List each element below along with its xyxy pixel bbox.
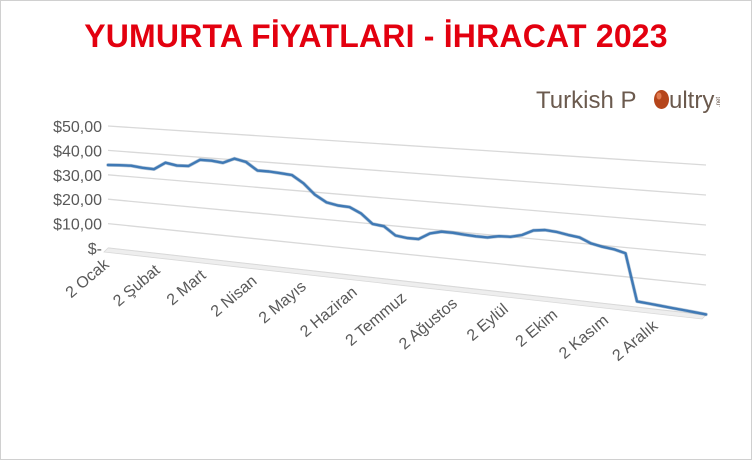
- x-tick-label: 2 Mayıs: [256, 278, 310, 327]
- gridline-0: [107, 125, 707, 166]
- x-tick-label: 2 Kasım: [556, 312, 612, 363]
- x-tick-label: 2 Aralık: [609, 317, 662, 365]
- y-tick-label: $50,00: [53, 119, 102, 136]
- logo-suffix: .net: [716, 97, 722, 107]
- x-tick-label: 2 Nisan: [208, 273, 260, 321]
- x-tick-label: 2 Ocak: [63, 255, 114, 301]
- gridline-2: [107, 174, 707, 226]
- y-tick-label: $20,00: [53, 192, 102, 209]
- gridline-3: [107, 198, 707, 256]
- turkish-poultry-logo: Turkish P ultry .net: [536, 87, 722, 114]
- y-tick-label: $40,00: [53, 143, 102, 160]
- logo-text-part2: ultry: [669, 87, 714, 114]
- chart-title: YUMURTA FİYATLARI - İHRACAT 2023: [84, 18, 668, 54]
- y-tick-label: $30,00: [53, 168, 102, 185]
- gridline-4: [107, 222, 707, 286]
- x-tick-label: 2 Ekim: [513, 306, 561, 350]
- x-tick-label: 2 Eylül: [464, 301, 512, 345]
- y-tick-label: $-: [88, 241, 102, 258]
- logo-text-part1: Turkish P: [536, 87, 636, 114]
- series-line-0: [106, 157, 708, 316]
- x-tick-label: 2 Şubat: [110, 261, 164, 310]
- y-tick-label: $10,00: [53, 217, 102, 234]
- egg-icon: [654, 90, 669, 109]
- gridline-1: [107, 149, 707, 196]
- x-tick-label: 2 Mart: [164, 267, 210, 310]
